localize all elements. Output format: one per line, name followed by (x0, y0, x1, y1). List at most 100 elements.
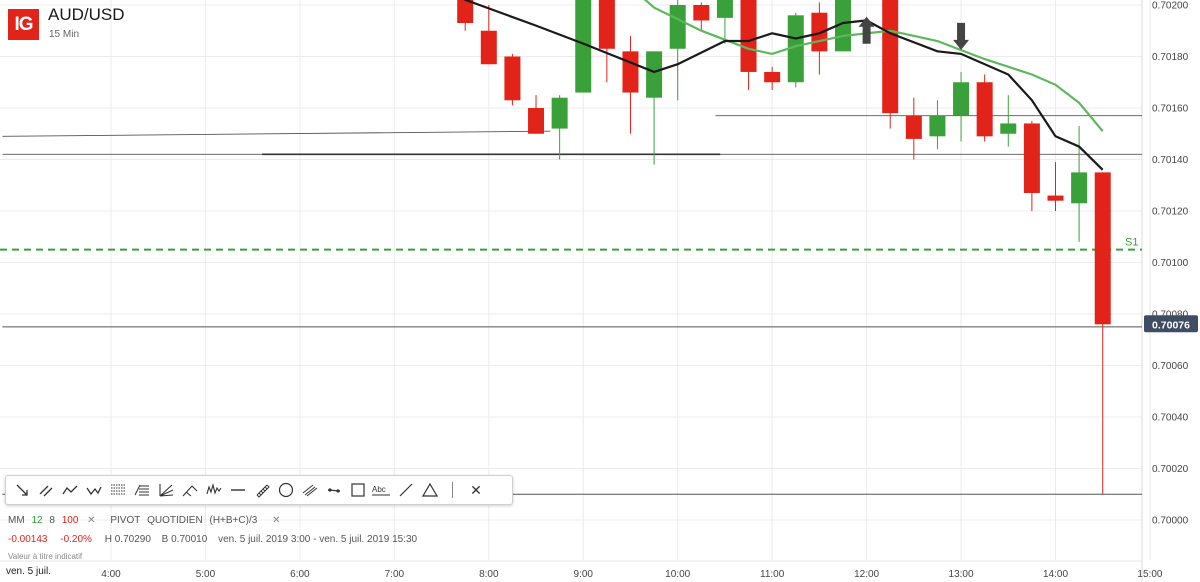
candle-body (976, 82, 993, 137)
candle-down[interactable] (740, 0, 757, 90)
candle-up[interactable] (953, 71, 970, 142)
grid (0, 0, 1151, 560)
x-tick-label: 13:00 (949, 569, 974, 580)
channel-icon[interactable] (298, 478, 322, 502)
wave-icon[interactable] (82, 478, 106, 502)
y-tick-label: 0.70000 (1152, 516, 1189, 527)
rectangle-icon[interactable] (346, 478, 370, 502)
fan-icon[interactable] (154, 478, 178, 502)
y-tick-label: 0.70120 (1152, 207, 1189, 218)
candle-up[interactable] (716, 0, 733, 44)
text-icon[interactable]: Abc (370, 478, 394, 502)
candle-up[interactable] (669, 0, 686, 101)
candle-down[interactable] (976, 74, 993, 142)
candle-up[interactable] (1000, 95, 1017, 147)
ma-remove-button[interactable]: ✕ (87, 515, 96, 526)
candle-body (1023, 123, 1040, 193)
quote-info: -0.00143 -0.20% H 0.70290 B 0.70010 ven.… (8, 534, 421, 545)
circle-icon[interactable] (274, 478, 298, 502)
pivot-formula: (H+B+C)/3 (209, 515, 258, 526)
candle-up[interactable] (834, 0, 851, 52)
candle-body (693, 5, 710, 21)
candle-body (575, 0, 592, 93)
ma-period-black: 8 (49, 515, 55, 526)
price-change-percent: -0.20% (60, 534, 92, 545)
candle-up[interactable] (575, 0, 592, 93)
x-tick-label: 12:00 (854, 569, 879, 580)
fib-extension-icon[interactable] (130, 478, 154, 502)
line-tool-icon[interactable] (10, 478, 34, 502)
pivot-period: QUOTIDIEN (147, 515, 203, 526)
svg-text:Abc: Abc (372, 485, 386, 494)
candle-body (504, 56, 521, 101)
ma-label: MM (8, 515, 25, 526)
pivot-s1-label: S1 (1125, 237, 1138, 249)
current-date-label: ven. 5 juil. (6, 566, 52, 577)
x-tick-label: 15:00 (1137, 569, 1162, 580)
x-tick-label: 4:00 (101, 569, 121, 580)
candle-down[interactable] (1047, 162, 1064, 211)
pencil-icon[interactable] (394, 478, 418, 502)
date-range: ven. 5 juil. 2019 3:00 - ven. 5 juil. 20… (218, 534, 418, 545)
candle-down[interactable] (905, 97, 922, 160)
candle-down[interactable] (480, 5, 497, 65)
triangle-icon[interactable] (418, 478, 442, 502)
candle-body (740, 0, 757, 72)
zigzag-icon[interactable] (58, 478, 82, 502)
candle-down[interactable] (1094, 172, 1111, 495)
trend-line[interactable] (2, 130, 551, 137)
last-price-label: 0.70076 (1152, 319, 1190, 331)
candle-body (1047, 195, 1064, 201)
plot-area (0, 0, 1142, 495)
trend-line-icon[interactable] (322, 478, 346, 502)
candle-body (787, 15, 804, 83)
elliott-wave-icon[interactable] (202, 478, 226, 502)
candle-up[interactable] (929, 100, 946, 150)
ma-line-green (643, 0, 1104, 132)
candle-up[interactable] (646, 51, 663, 165)
pivot-remove-button[interactable]: ✕ (272, 515, 281, 526)
last-price-badge (1144, 315, 1198, 333)
candle-down[interactable] (504, 53, 521, 106)
candle-body (551, 97, 568, 129)
y-tick-label: 0.70160 (1152, 104, 1189, 115)
y-tick-label: 0.70100 (1152, 258, 1189, 269)
y-tick-label: 0.70200 (1152, 1, 1189, 12)
y-tick-label: 0.70180 (1152, 52, 1189, 63)
candle-down[interactable] (1023, 120, 1040, 211)
candle-body (1071, 172, 1088, 204)
parallel-lines-icon[interactable] (34, 478, 58, 502)
y-tick-label: 0.70020 (1152, 464, 1189, 475)
pitchfork-icon[interactable] (178, 478, 202, 502)
candle-up[interactable] (551, 95, 568, 160)
candle-down[interactable] (693, 2, 710, 31)
candle-body (598, 0, 615, 49)
candle-body (646, 51, 663, 98)
timeframe-label: 15 Min (49, 29, 80, 40)
session-high: H 0.70290 (104, 534, 151, 545)
candle-down[interactable] (811, 2, 828, 75)
y-tick-label: 0.70080 (1152, 310, 1189, 321)
candle-down[interactable] (528, 95, 545, 134)
toolbar-close-button[interactable]: ✕ (470, 481, 482, 498)
candle-down[interactable] (622, 35, 639, 134)
ruler-icon[interactable] (250, 478, 274, 502)
x-tick-label: 7:00 (385, 569, 405, 580)
candle-down[interactable] (598, 0, 615, 83)
candle-body (882, 0, 899, 114)
candle-down[interactable] (457, 0, 474, 31)
candle-body (622, 51, 639, 93)
candle-up[interactable] (787, 12, 804, 88)
candle-up[interactable] (1071, 126, 1088, 242)
candle-down[interactable] (764, 66, 781, 90)
candle-down[interactable] (882, 0, 899, 129)
candle-body (480, 30, 497, 65)
indicator-legend: MM 12 8 100 ✕ PIVOT QUOTIDIEN (H+B+C)/3 … (8, 515, 284, 526)
fibonacci-icon[interactable] (106, 478, 130, 502)
drawing-toolbar: Abc ✕ (5, 475, 513, 505)
x-tick-label: 9:00 (574, 569, 594, 580)
horizontal-line-icon[interactable] (226, 478, 250, 502)
ma-period-green: 12 (31, 515, 43, 526)
x-tick-label: 10:00 (665, 569, 690, 580)
